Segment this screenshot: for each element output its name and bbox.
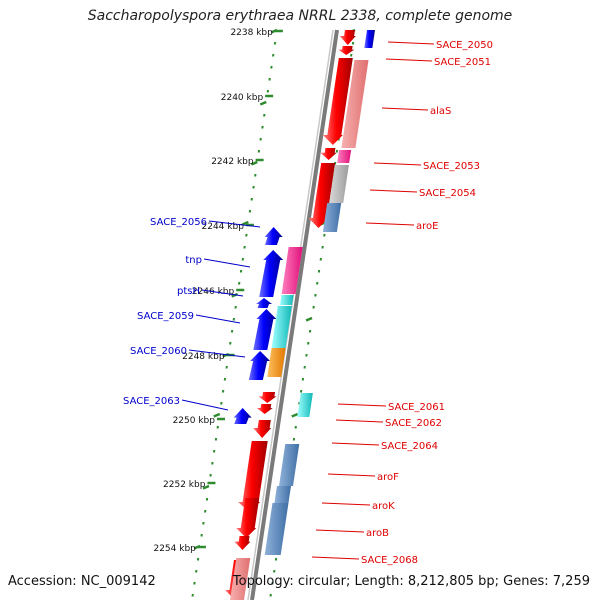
leader-line	[188, 349, 246, 358]
leader-line	[203, 258, 251, 268]
backbone	[247, 29, 339, 600]
category-block	[274, 486, 291, 503]
leader-line	[181, 399, 229, 411]
category-block	[322, 203, 342, 232]
gene-label-left: SACE_2059	[137, 311, 194, 322]
tick-mark	[202, 484, 210, 490]
scale-label: 2252 kbp	[163, 480, 206, 490]
gene-label-left: SACE_2056	[150, 217, 207, 228]
leader-line	[311, 556, 360, 560]
tick-mark	[291, 412, 299, 418]
forward-gene-arrow	[234, 536, 251, 550]
forward-gene-arrow	[338, 46, 355, 55]
reverse-gene-arrow	[253, 309, 277, 350]
gene-label-right: SACE_2061	[388, 402, 445, 413]
gene-label-right: aroK	[372, 501, 395, 512]
map-title: Saccharopolyspora erythraea NRRL 2338, c…	[87, 8, 513, 24]
gene-label-right: aroE	[416, 221, 438, 232]
category-blocks	[230, 30, 375, 600]
category-block	[341, 60, 369, 148]
category-block	[337, 150, 352, 163]
forward-gene-arrow	[258, 392, 277, 403]
category-block	[267, 348, 286, 377]
category-block	[279, 295, 294, 305]
accession-label: Accession: NC_009142	[8, 574, 156, 589]
category-block	[364, 30, 375, 48]
forward-gene-arrow	[320, 148, 337, 160]
leader-line	[365, 222, 415, 226]
tick-mark	[213, 412, 221, 418]
category-block	[279, 444, 300, 486]
tick-mark	[241, 220, 249, 226]
category-block	[230, 558, 251, 600]
scale-label: 2242 kbp	[211, 157, 254, 167]
scale-label: 2250 kbp	[173, 416, 216, 426]
scale-label: 2240 kbp	[221, 93, 264, 103]
reverse-strand-genes	[233, 227, 284, 424]
scale-label: 2238 kbp	[230, 28, 273, 38]
scale-label: 2248 kbp	[182, 352, 225, 362]
leader-line	[373, 162, 422, 166]
scale-label: 2254 kbp	[153, 544, 196, 554]
leader-line	[321, 502, 371, 506]
forward-gene-arrow	[253, 420, 272, 438]
tick-mark	[259, 100, 267, 106]
gene-label-right: alaS	[430, 106, 451, 117]
gene-label-right: SACE_2053	[423, 161, 480, 172]
leader-line	[369, 189, 418, 193]
gene-label-left: SACE_2063	[123, 396, 180, 407]
leader-line	[327, 473, 376, 477]
reverse-gene-arrow	[248, 351, 271, 380]
forward-gene-arrow	[308, 163, 336, 228]
forward-gene-arrow	[236, 498, 260, 538]
category-block	[281, 247, 303, 294]
gene-label-right: aroB	[366, 528, 389, 539]
leader-line	[335, 419, 384, 423]
category-block	[329, 165, 349, 203]
leader-line	[201, 289, 244, 297]
forward-gene-arrow	[322, 58, 353, 145]
forward-gene-arrow	[238, 441, 268, 512]
scale-label: 2244 kbp	[202, 222, 245, 232]
leader-line	[331, 442, 380, 446]
gene-labels: SACE_2050 SACE_2051 alaS SACE_2053 SACE_2054…	[123, 40, 493, 566]
gene-label-left: ptsH	[177, 286, 200, 297]
gene-label-right: SACE_2051	[434, 57, 491, 68]
category-block	[271, 306, 292, 348]
tick-mark	[250, 160, 258, 166]
leader-line	[337, 403, 387, 407]
gene-label-right: SACE_2068	[361, 555, 418, 566]
leader-line	[387, 41, 435, 45]
leader-line	[385, 58, 433, 62]
leader-line	[195, 314, 241, 324]
gene-label-right: SACE_2064	[381, 441, 438, 452]
tick-mark	[305, 316, 313, 322]
category-block	[297, 393, 313, 417]
gene-label-right: SACE_2062	[385, 418, 442, 429]
gene-label-right: SACE_2050	[436, 40, 493, 51]
category-block	[264, 503, 289, 555]
leader-line	[381, 107, 429, 111]
reverse-gene-arrow	[256, 298, 273, 308]
gene-label-left: tnp	[185, 255, 202, 266]
leader-line	[208, 220, 261, 228]
leader-line	[315, 529, 365, 533]
forward-gene-arrow	[256, 404, 273, 414]
topology-label: Topology: circular; Length: 8,212,805 bp…	[232, 574, 590, 589]
forward-gene-arrow	[339, 30, 356, 45]
reverse-gene-arrow	[259, 250, 284, 297]
gene-label-right: aroF	[377, 472, 399, 483]
gene-label-left: SACE_2060	[130, 346, 187, 357]
reverse-gene-arrow	[264, 227, 283, 245]
gene-label-right: SACE_2054	[419, 188, 476, 199]
reverse-gene-arrow	[233, 408, 252, 424]
